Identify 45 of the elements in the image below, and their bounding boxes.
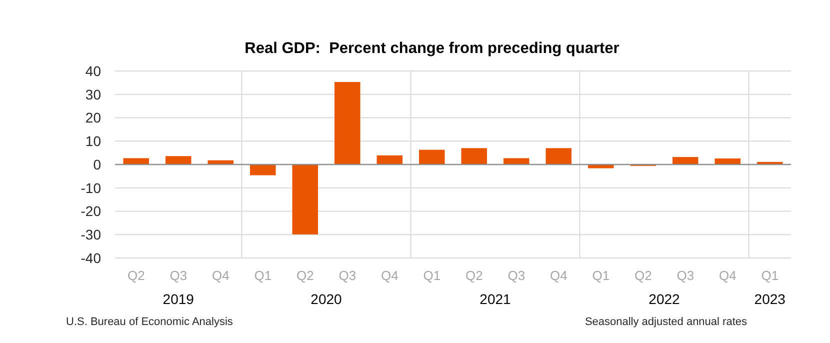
text: 2020 xyxy=(310,291,342,307)
y-tick-label: -30 xyxy=(80,226,102,243)
text: 2023 xyxy=(754,291,786,307)
y-tick-label: -10 xyxy=(80,180,102,196)
chart-title: Real GDP: Percent change from preceding quarter xyxy=(244,40,620,57)
bar xyxy=(250,164,276,176)
bar xyxy=(546,148,572,164)
bar xyxy=(334,82,360,164)
x-tick-label: Q2 xyxy=(634,268,652,283)
y-tick-label: 0 xyxy=(93,156,102,172)
x-tick-label: Q2 xyxy=(465,268,483,283)
x-tick-label: Q1 xyxy=(423,268,441,283)
text: 2019 xyxy=(162,291,194,307)
x-tick-label: Q4 xyxy=(380,268,398,283)
bar xyxy=(672,157,698,164)
x-tick-label: Q4 xyxy=(212,268,230,283)
y-tick-label: 10 xyxy=(85,133,102,150)
y-tick-label: -40 xyxy=(80,250,102,266)
bar xyxy=(461,148,488,164)
bar xyxy=(165,156,192,164)
y-tick-label: -20 xyxy=(80,203,102,220)
x-tick-label: Q3 xyxy=(338,268,356,283)
bar xyxy=(714,158,741,164)
x-tick-label: Q4 xyxy=(550,268,568,283)
y-tick-label: 40 xyxy=(85,62,102,79)
x-tick-label: Q4 xyxy=(718,268,736,283)
bar xyxy=(418,150,445,164)
text: U.S. Bureau of Economic Analysis xyxy=(66,316,234,328)
x-tick-label: Q2 xyxy=(127,268,145,283)
y-tick-label: 20 xyxy=(85,110,102,126)
x-tick-label: Q1 xyxy=(254,268,272,283)
bar xyxy=(376,155,403,164)
bar xyxy=(503,158,530,164)
x-tick-label: Q1 xyxy=(592,268,610,283)
x-tick-label: Q3 xyxy=(170,268,188,283)
text: 2021 xyxy=(480,291,512,307)
x-tick-label: Q3 xyxy=(676,268,694,283)
x-tick-label: Q3 xyxy=(508,268,526,283)
text: 2022 xyxy=(648,291,680,307)
y-tick-label: 30 xyxy=(85,86,102,102)
x-tick-label: Q2 xyxy=(296,268,314,283)
text: Seasonally adjusted annual rates xyxy=(584,316,748,328)
bar xyxy=(292,164,318,234)
bar xyxy=(123,158,150,164)
x-tick-label: Q1 xyxy=(761,268,779,283)
